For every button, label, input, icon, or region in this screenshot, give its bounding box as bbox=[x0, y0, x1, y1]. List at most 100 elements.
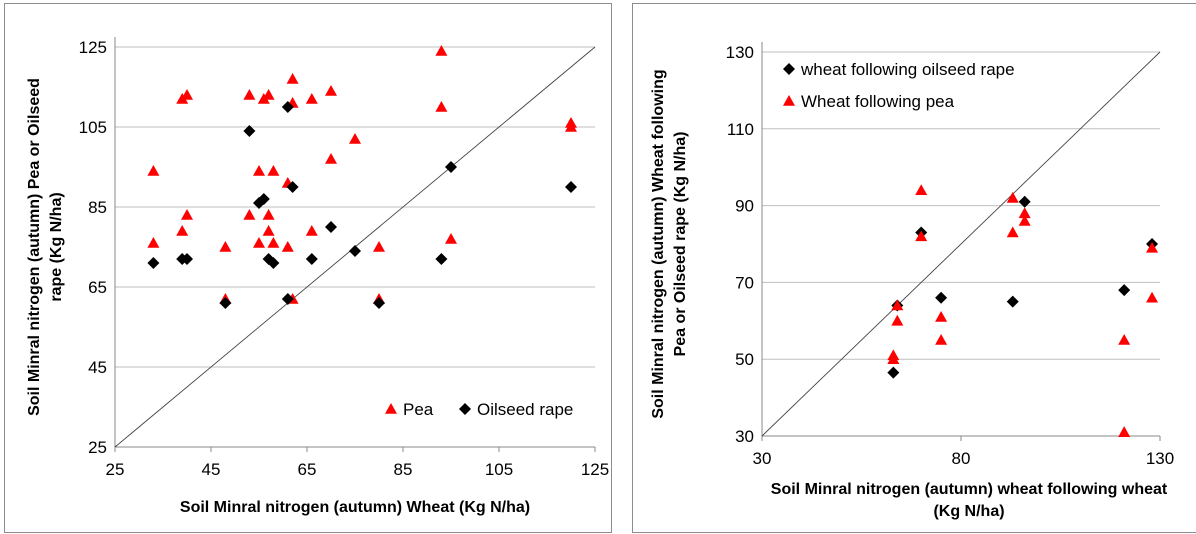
y-axis-title: rape (Kg N/ha) bbox=[48, 192, 65, 301]
left-diamond-point bbox=[243, 125, 256, 137]
legend-label: Wheat following pea bbox=[801, 92, 955, 111]
left-triangle-point bbox=[253, 165, 265, 176]
right-chart-panel: 30 50 70 90 110 130 30 80 130 Soil Minral nitroge… bbox=[632, 3, 1196, 533]
left-triangle-point bbox=[435, 45, 448, 56]
left-triangle-point bbox=[253, 237, 265, 248]
x-tick-label: 25 bbox=[106, 460, 125, 479]
left-triangle-point bbox=[565, 121, 577, 132]
left-triangle-point bbox=[219, 241, 232, 252]
y-tick-label: 65 bbox=[88, 278, 107, 297]
left-diamond-point bbox=[325, 221, 337, 233]
x-axis-title: (Kg N/ha) bbox=[933, 503, 1004, 520]
y-axis-title: Soil Minral nitrogen (autumn) Pea or Oil… bbox=[26, 78, 43, 416]
y-tick-label: 70 bbox=[735, 273, 754, 292]
left-triangle-point bbox=[267, 165, 280, 176]
left-diamond-point bbox=[281, 101, 294, 113]
legend-marker bbox=[459, 403, 471, 415]
y-tick-label: 90 bbox=[735, 197, 754, 216]
right-diamond-point bbox=[1118, 284, 1131, 297]
left-triangle-point bbox=[305, 93, 318, 104]
left-triangle-point bbox=[305, 225, 318, 236]
x-tick-label: 65 bbox=[298, 460, 317, 479]
right-diamond-point bbox=[935, 291, 948, 304]
left-diamond-point bbox=[257, 193, 270, 205]
right-triangle-point bbox=[891, 299, 904, 311]
y-tick-label: 85 bbox=[88, 198, 107, 217]
y-tick-label: 125 bbox=[79, 38, 107, 57]
x-tick-label: 85 bbox=[394, 460, 413, 479]
legend-label: Pea bbox=[403, 400, 434, 419]
y-tick-label: 25 bbox=[88, 438, 107, 457]
y-tick-label: 105 bbox=[79, 118, 107, 137]
left-triangle-point bbox=[267, 237, 280, 248]
y-tick-label: 30 bbox=[735, 427, 754, 446]
x-tick-label: 80 bbox=[952, 449, 971, 468]
left-scatter-chart: 25 45 65 85 105 125 25 45 65 85 105 125 Soil Minral … bbox=[26, 37, 609, 516]
y-tick-label: 110 bbox=[727, 120, 754, 139]
left-triangle-point bbox=[147, 165, 160, 176]
left-triangle-point bbox=[445, 233, 457, 244]
y-axis-title: Pea or Oilseed rape (Kg N/ha) bbox=[672, 132, 689, 357]
right-diamond-point bbox=[1018, 195, 1031, 208]
left-diamond-point bbox=[147, 257, 160, 269]
left-diamond-point bbox=[281, 293, 294, 305]
x-tick-label: 45 bbox=[202, 460, 221, 479]
right-triangle-point bbox=[1118, 426, 1131, 437]
right-triangle-point bbox=[915, 184, 928, 196]
left-triangle-point bbox=[325, 153, 337, 164]
left-diamond-point bbox=[373, 297, 385, 309]
y-tick-label: 45 bbox=[88, 358, 107, 377]
legend-label: Oilseed rape bbox=[477, 400, 573, 419]
left-triangle-point bbox=[147, 237, 160, 248]
left-triangle-point bbox=[262, 209, 275, 220]
x-tick-label: 105 bbox=[485, 460, 513, 479]
legend-label: wheat following oilseed rape bbox=[800, 60, 1015, 79]
left-diamond-point bbox=[286, 181, 299, 193]
y-tick-label: 130 bbox=[726, 43, 754, 62]
legend-marker bbox=[783, 95, 795, 106]
left-diamond-point bbox=[267, 257, 280, 269]
left-triangle-point bbox=[286, 73, 299, 84]
left-triangle-point bbox=[281, 241, 294, 252]
y-tick-label: 50 bbox=[735, 350, 754, 369]
left-triangle-point bbox=[181, 89, 193, 100]
y-axis-title: Soil Minral nitrogen (autumn) Wheat foll… bbox=[650, 69, 667, 418]
left-triangle-point bbox=[435, 101, 448, 112]
left-triangle-point bbox=[349, 133, 361, 144]
left-triangle-point bbox=[243, 209, 256, 220]
right-triangle-point bbox=[1018, 207, 1031, 219]
x-axis-title: Soil Minral nitrogen (autumn) Wheat (Kg … bbox=[180, 499, 530, 516]
left-triangle-point bbox=[262, 225, 275, 236]
left-diamond-point bbox=[435, 253, 448, 265]
left-diamond-point bbox=[445, 161, 457, 173]
left-triangle-point bbox=[181, 209, 193, 220]
right-triangle-point bbox=[891, 314, 904, 326]
x-tick-label: 130 bbox=[1146, 449, 1174, 468]
right-triangle-point bbox=[1006, 226, 1019, 238]
left-triangle-point bbox=[373, 241, 385, 252]
x-tick-label: 125 bbox=[581, 460, 609, 479]
x-axis-title: Soil Minral nitrogen (autumn) wheat foll… bbox=[771, 481, 1168, 498]
right-triangle-point bbox=[935, 310, 948, 322]
right-diamond-point bbox=[887, 366, 900, 379]
right-scatter-chart: 30 50 70 90 110 130 30 80 130 Soil Minral nitroge… bbox=[650, 42, 1174, 520]
left-diamond-point bbox=[349, 245, 361, 257]
left-triangle-point bbox=[325, 85, 337, 96]
right-triangle-point bbox=[887, 353, 900, 364]
left-triangle-point bbox=[262, 89, 275, 100]
right-triangle-point bbox=[1146, 241, 1159, 253]
left-triangle-point bbox=[176, 225, 189, 236]
left-diamond-point bbox=[181, 253, 193, 265]
left-diamond-point bbox=[565, 181, 577, 193]
right-triangle-point bbox=[915, 230, 928, 242]
x-tick-label: 30 bbox=[753, 449, 772, 468]
left-chart-panel: 25 45 65 85 105 125 25 45 65 85 105 125 Soil Minral … bbox=[4, 3, 612, 533]
right-triangle-point bbox=[1018, 214, 1031, 226]
left-diamond-point bbox=[219, 297, 232, 309]
right-diamond-point bbox=[1006, 295, 1019, 308]
legend-marker bbox=[385, 403, 397, 414]
one-to-one-line bbox=[761, 51, 1161, 437]
right-triangle-point bbox=[935, 334, 948, 345]
right-triangle-point bbox=[1118, 334, 1131, 345]
left-diamond-point bbox=[305, 253, 318, 265]
